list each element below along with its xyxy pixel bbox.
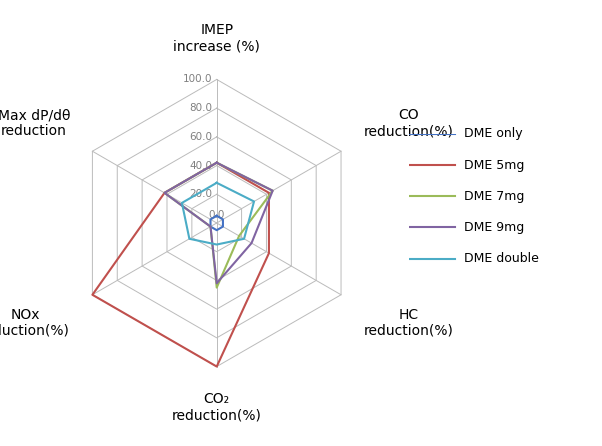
Text: NOx
reduction(%): NOx reduction(%)	[0, 308, 70, 338]
DME double	[178, 200, 185, 206]
DME only	[207, 217, 214, 222]
DME 5mg	[88, 292, 96, 297]
DME 9mg	[213, 160, 220, 165]
DME 5mg	[265, 251, 273, 256]
Text: DME 7mg: DME 7mg	[464, 190, 524, 203]
Line: DME 5mg: DME 5mg	[92, 163, 269, 367]
DME 5mg	[213, 160, 220, 165]
DME 9mg	[161, 190, 168, 195]
DME 7mg	[213, 160, 220, 165]
DME only	[219, 217, 226, 222]
Text: 60.0: 60.0	[190, 132, 213, 142]
DME only	[213, 227, 220, 233]
DME 9mg	[269, 188, 276, 194]
Line: DME only: DME only	[211, 216, 223, 230]
DME 5mg	[213, 160, 220, 165]
DME 7mg	[235, 233, 243, 239]
Text: DME 9mg: DME 9mg	[464, 221, 524, 234]
Text: IMEP
increase (%): IMEP increase (%)	[173, 23, 260, 54]
DME 7mg	[161, 190, 168, 195]
Text: 40.0: 40.0	[190, 161, 213, 170]
DME only	[213, 213, 220, 219]
Text: 80.0: 80.0	[190, 103, 213, 113]
Line: DME double: DME double	[182, 183, 254, 244]
DME only	[219, 224, 226, 229]
DME 7mg	[213, 285, 220, 290]
DME double	[213, 242, 220, 247]
DME only	[213, 213, 220, 219]
DME double	[240, 236, 247, 241]
DME 9mg	[207, 224, 214, 229]
DME 7mg	[269, 188, 276, 194]
DME double	[186, 236, 193, 241]
Text: CO
reduction(%): CO reduction(%)	[364, 108, 453, 138]
Text: 100.0: 100.0	[183, 74, 213, 84]
Line: DME 7mg: DME 7mg	[164, 163, 273, 288]
Text: 0.0: 0.0	[208, 210, 225, 220]
DME 7mg	[213, 160, 220, 165]
Text: DME double: DME double	[464, 252, 538, 265]
DME 9mg	[213, 281, 220, 286]
DME double	[213, 180, 220, 186]
DME only	[207, 224, 214, 229]
DME 9mg	[248, 240, 255, 246]
Text: DME 5mg: DME 5mg	[464, 158, 524, 172]
Text: HC
reduction(%): HC reduction(%)	[364, 308, 453, 338]
DME 5mg	[213, 364, 220, 369]
DME double	[250, 199, 258, 204]
DME 9mg	[213, 160, 220, 165]
DME 7mg	[207, 224, 214, 229]
Text: 20.0: 20.0	[190, 189, 213, 199]
Text: Max dP/dθ
reduction: Max dP/dθ reduction	[0, 108, 70, 138]
DME 5mg	[265, 190, 273, 195]
Line: DME 9mg: DME 9mg	[164, 163, 273, 283]
Text: CO₂
reduction(%): CO₂ reduction(%)	[172, 392, 262, 423]
DME double	[213, 180, 220, 186]
DME 5mg	[161, 190, 168, 195]
Text: DME only: DME only	[464, 127, 522, 140]
